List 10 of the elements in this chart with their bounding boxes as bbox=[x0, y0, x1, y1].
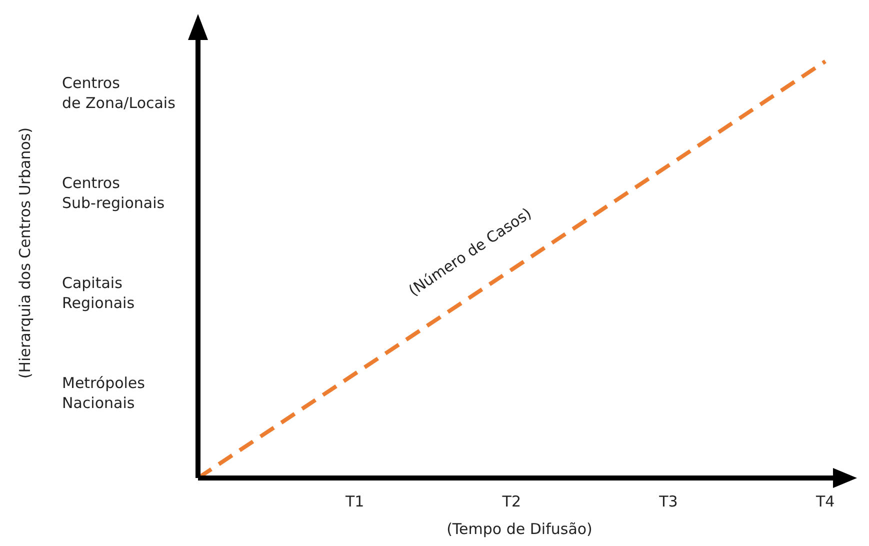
text: Metrópoles Nacionais bbox=[62, 374, 146, 412]
text: (Hierarquia dos Centros Urbanos) bbox=[16, 127, 34, 379]
text: Centros Sub-regionais bbox=[62, 174, 165, 212]
x-tick-label: T1 bbox=[344, 492, 364, 511]
x-axis-title: (Tempo de Difusão) bbox=[446, 520, 592, 538]
x-tick-label: T4 bbox=[814, 492, 835, 511]
x-tick-label: T3 bbox=[658, 492, 678, 511]
text: Capitais Regionais bbox=[62, 274, 135, 312]
text: Centros de Zona/Locais bbox=[62, 74, 176, 112]
x-tick-label: T2 bbox=[501, 492, 522, 511]
